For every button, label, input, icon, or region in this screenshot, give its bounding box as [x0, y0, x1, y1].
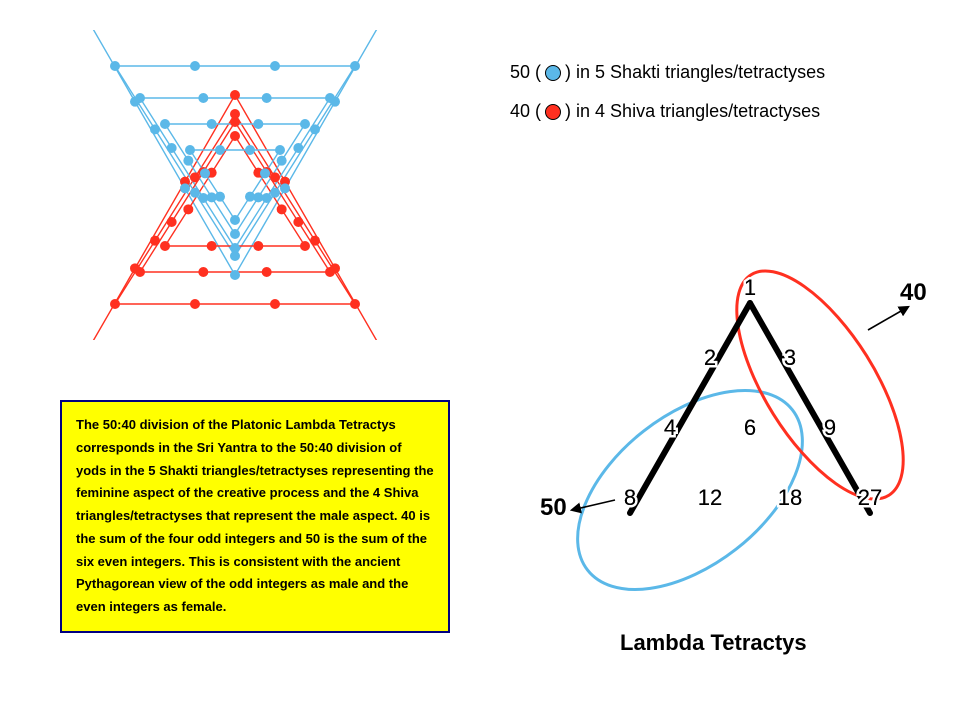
legend-dot-shiva — [545, 104, 561, 120]
legend-shakti: 50 ( ) in 5 Shakti triangles/tetractyses — [510, 60, 825, 85]
svg-text:3: 3 — [784, 345, 796, 370]
svg-text:1: 1 — [744, 275, 756, 300]
svg-text:6: 6 — [744, 415, 756, 440]
svg-text:8: 8 — [624, 485, 636, 510]
legend-dot-shakti — [545, 65, 561, 81]
legend-shiva-text: ) in 4 Shiva triangles/tetractyses — [565, 99, 820, 124]
svg-text:50: 50 — [540, 494, 567, 521]
sri-yantra-svg — [60, 30, 410, 340]
explanation-box: The 50:40 division of the Platonic Lambd… — [60, 400, 450, 633]
legend: 50 ( ) in 5 Shakti triangles/tetractyses… — [510, 60, 825, 138]
svg-text:12: 12 — [698, 485, 722, 510]
legend-shakti-text: ) in 5 Shakti triangles/tetractyses — [565, 60, 825, 85]
svg-text:4: 4 — [664, 415, 676, 440]
svg-text:27: 27 — [858, 485, 882, 510]
lambda-diagram: 112233446699881212181827275040 — [520, 255, 940, 615]
explanation-text: The 50:40 division of the Platonic Lambd… — [76, 417, 434, 614]
legend-shiva: 40 ( ) in 4 Shiva triangles/tetractyses — [510, 99, 825, 124]
svg-text:2: 2 — [704, 345, 716, 370]
lambda-caption: Lambda Tetractys — [620, 630, 807, 656]
svg-text:40: 40 — [900, 279, 927, 306]
svg-text:18: 18 — [778, 485, 802, 510]
legend-shakti-count: 50 — [510, 60, 530, 85]
lambda-svg: 112233446699881212181827275040 — [520, 255, 940, 615]
sri-yantra-diagram — [60, 30, 410, 340]
legend-shiva-count: 40 — [510, 99, 530, 124]
svg-text:9: 9 — [824, 415, 836, 440]
